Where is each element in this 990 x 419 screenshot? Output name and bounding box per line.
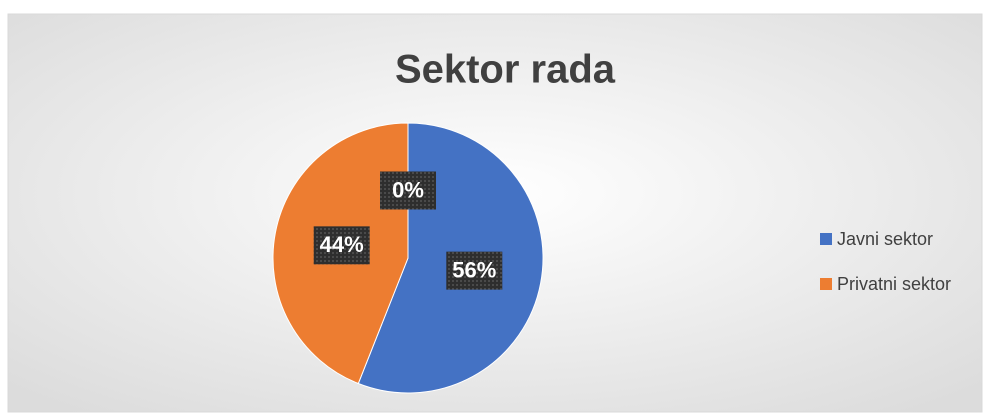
legend-label: Privatni sektor [837,274,951,294]
data-label-box [380,171,436,210]
data-label: 56% [452,257,496,282]
data-label: 0% [392,177,424,202]
legend-label: Javni sektor [837,229,933,249]
data-label-box [446,251,503,290]
chart-title: Sektor rada [395,48,616,92]
legend-swatch [820,278,832,290]
data-label: 44% [320,232,364,257]
legend-swatch [820,233,832,245]
data-label-box [313,226,370,265]
